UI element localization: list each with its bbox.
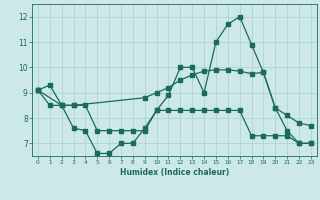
X-axis label: Humidex (Indice chaleur): Humidex (Indice chaleur) [120, 168, 229, 177]
